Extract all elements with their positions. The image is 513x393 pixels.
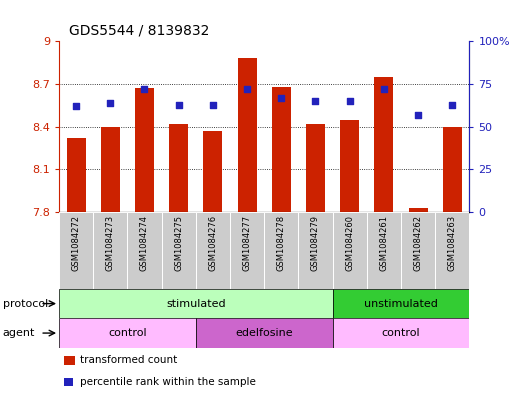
Bar	[332, 212, 367, 289]
Text: unstimulated: unstimulated	[364, 299, 438, 309]
Bar	[169, 124, 188, 212]
Bar	[135, 88, 154, 212]
Text: GSM1084261: GSM1084261	[380, 215, 388, 270]
Bar	[59, 212, 93, 289]
Text: control: control	[108, 328, 147, 338]
Bar	[230, 212, 264, 289]
Point	[72, 103, 80, 109]
Bar	[264, 212, 299, 289]
Point	[277, 95, 285, 101]
Point	[311, 98, 320, 104]
Bar	[59, 318, 196, 348]
Point	[141, 86, 149, 92]
Text: protocol: protocol	[3, 299, 48, 309]
Bar	[162, 212, 196, 289]
Bar	[374, 77, 393, 212]
Bar	[409, 208, 427, 212]
Point	[346, 98, 354, 104]
Text: GSM1084279: GSM1084279	[311, 215, 320, 270]
Text: GSM1084275: GSM1084275	[174, 215, 183, 270]
Point	[380, 86, 388, 92]
Text: GSM1084278: GSM1084278	[277, 215, 286, 271]
Text: stimulated: stimulated	[166, 299, 226, 309]
Point	[414, 112, 422, 118]
Bar	[93, 212, 127, 289]
Point	[106, 100, 114, 106]
Bar	[196, 318, 332, 348]
Bar	[367, 212, 401, 289]
Point	[209, 101, 217, 108]
Text: GSM1084273: GSM1084273	[106, 215, 115, 271]
Bar	[332, 318, 469, 348]
Bar	[127, 212, 162, 289]
Point	[243, 86, 251, 92]
Text: percentile rank within the sample: percentile rank within the sample	[80, 377, 255, 387]
Bar	[238, 58, 256, 212]
Bar	[299, 212, 332, 289]
Bar	[67, 138, 86, 212]
Text: GSM1084263: GSM1084263	[448, 215, 457, 271]
Bar	[196, 212, 230, 289]
Text: edelfosine: edelfosine	[235, 328, 293, 338]
Text: GSM1084276: GSM1084276	[208, 215, 218, 271]
Bar	[340, 119, 359, 212]
Bar	[401, 212, 435, 289]
Bar	[204, 131, 222, 212]
Bar	[435, 212, 469, 289]
Text: GSM1084272: GSM1084272	[72, 215, 81, 270]
Bar	[272, 87, 291, 212]
Text: control: control	[382, 328, 420, 338]
Point	[174, 101, 183, 108]
Text: GSM1084274: GSM1084274	[140, 215, 149, 270]
Bar	[101, 127, 120, 212]
Text: agent: agent	[3, 328, 35, 338]
Bar	[332, 289, 469, 318]
Text: GSM1084260: GSM1084260	[345, 215, 354, 270]
Text: GDS5544 / 8139832: GDS5544 / 8139832	[69, 23, 210, 37]
Text: transformed count: transformed count	[80, 355, 177, 365]
Point	[448, 101, 457, 108]
Text: GSM1084262: GSM1084262	[413, 215, 423, 270]
Bar	[59, 289, 332, 318]
Text: GSM1084277: GSM1084277	[243, 215, 251, 271]
Bar	[443, 127, 462, 212]
Bar	[306, 124, 325, 212]
